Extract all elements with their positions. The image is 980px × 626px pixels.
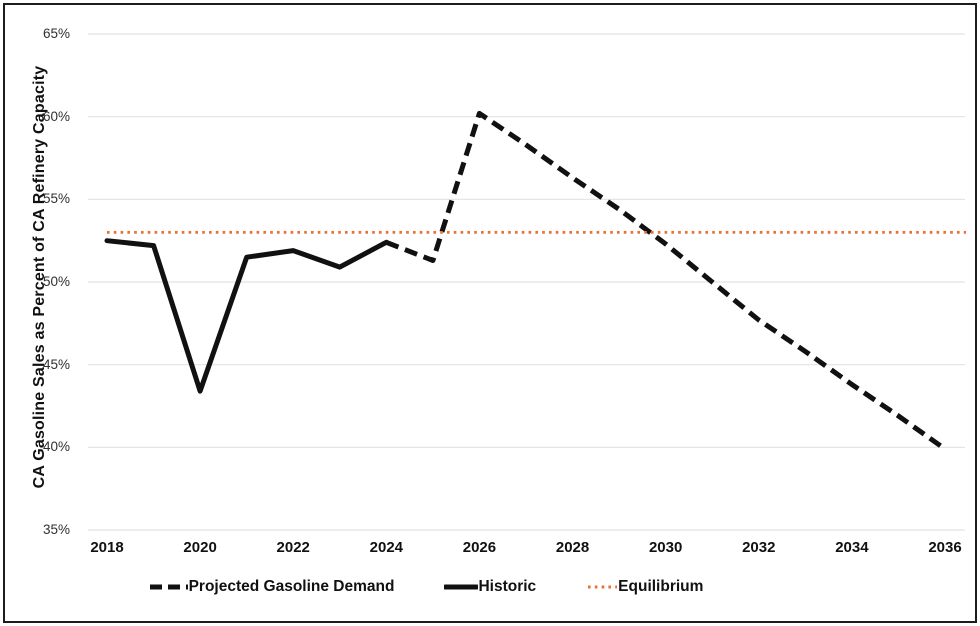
x-tick-label-2030: 2030 xyxy=(648,539,683,556)
y-tick-label-50%: 50% xyxy=(42,274,70,289)
y-tick-label-45%: 45% xyxy=(42,356,70,372)
series-lines xyxy=(104,110,966,452)
legend-item-projected: Projected Gasoline Demand xyxy=(149,578,395,596)
x-tick-label-2032: 2032 xyxy=(742,539,776,556)
series-line-projected-gasoline-demand xyxy=(385,110,947,452)
legend-item-historic: Historic xyxy=(444,578,536,596)
legend: Projected Gasoline Demand Historic Equil… xyxy=(0,578,852,596)
y-tick-label-55%: 55% xyxy=(42,191,70,207)
x-tick-label-2022: 2022 xyxy=(276,539,310,556)
y-tick-label-65%: 65% xyxy=(42,26,70,41)
solid-line-icon xyxy=(444,584,479,590)
legend-label-projected: Projected Gasoline Demand xyxy=(188,578,395,595)
y-tick-label-60%: 60% xyxy=(42,108,70,124)
dashed-line-icon xyxy=(149,584,188,590)
dotted-line-icon xyxy=(588,585,618,589)
legend-label-equilibrium: Equilibrium xyxy=(618,578,704,595)
chart-border-frame xyxy=(3,3,977,623)
gridlines xyxy=(88,33,965,531)
x-tick-label-2036: 2036 xyxy=(928,539,962,556)
x-tick-label-2018: 2018 xyxy=(90,539,124,556)
x-tick-label-2024: 2024 xyxy=(369,539,404,556)
x-tick-label-2028: 2028 xyxy=(555,539,590,556)
legend-item-equilibrium: Equilibrium xyxy=(586,578,703,596)
x-tick-label-2020: 2020 xyxy=(183,539,217,556)
y-tick-label-35%: 35% xyxy=(42,522,70,537)
legend-label-historic: Historic xyxy=(478,578,537,595)
x-tick-label-2026: 2026 xyxy=(462,539,497,556)
y-tick-label-40%: 40% xyxy=(42,439,70,455)
x-tick-label-2034: 2034 xyxy=(835,539,869,556)
series-line-historic xyxy=(104,238,389,394)
